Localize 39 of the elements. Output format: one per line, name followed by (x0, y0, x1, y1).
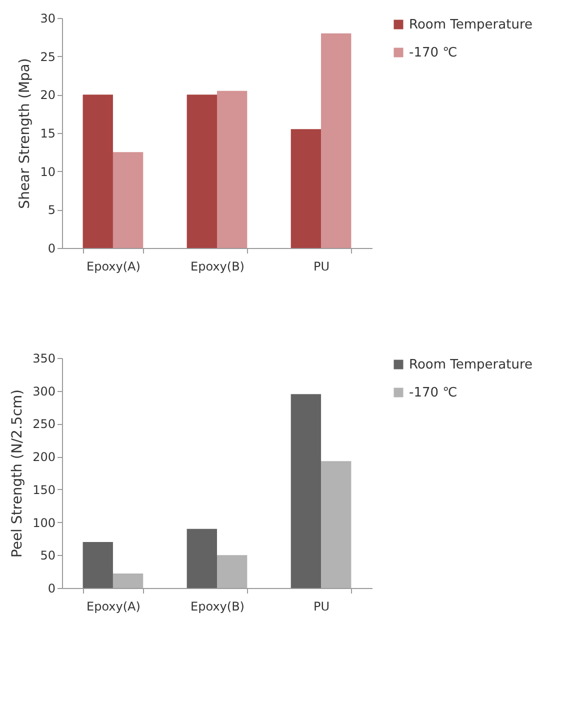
y-tick-label: 300 (32, 384, 56, 398)
bar (290, 394, 322, 588)
bar (112, 574, 144, 588)
y-tick-label: 100 (32, 516, 56, 530)
x-tick-label: PU (314, 600, 330, 614)
bar (82, 94, 113, 248)
bar (82, 542, 113, 588)
legend-label: Room Temperature (409, 18, 532, 32)
bar (186, 94, 217, 248)
y-tick-label: 30 (40, 12, 56, 26)
bar (321, 33, 352, 248)
x-tick-label: Epoxy(B) (190, 600, 244, 614)
bar (217, 555, 248, 588)
y-tick-label: 50 (40, 548, 56, 563)
y-tick-label: 10 (40, 164, 56, 179)
y-tick-label: 0 (48, 242, 56, 256)
y-tick-label: 250 (32, 417, 56, 432)
bar (186, 528, 217, 588)
y-tick-label: 15 (40, 126, 56, 140)
y-tick-label: 350 (32, 352, 56, 366)
bar (217, 90, 248, 248)
bar (290, 129, 322, 248)
y-tick-label: 0 (48, 582, 56, 596)
y-axis-title: Peel Strength (N/2.5cm) (10, 389, 26, 558)
bar (321, 461, 352, 588)
x-tick-label: Epoxy(A) (86, 600, 140, 614)
y-tick-label: 200 (32, 450, 56, 464)
legend-label: Room Temperature (409, 358, 532, 372)
bar (112, 152, 144, 248)
y-tick-label: 20 (40, 88, 56, 102)
y-tick-label: 25 (40, 50, 56, 64)
legend-label: -170 ℃ (409, 46, 458, 60)
y-tick-label: 5 (48, 203, 56, 218)
x-tick-label: Epoxy(B) (190, 260, 244, 274)
y-axis-title: Shear Strength (Mpa) (17, 58, 34, 209)
x-tick-label: Epoxy(A) (86, 260, 140, 274)
y-tick-label: 150 (32, 482, 56, 497)
x-tick-label: PU (314, 260, 330, 274)
legend-label: -170 ℃ (409, 386, 458, 400)
